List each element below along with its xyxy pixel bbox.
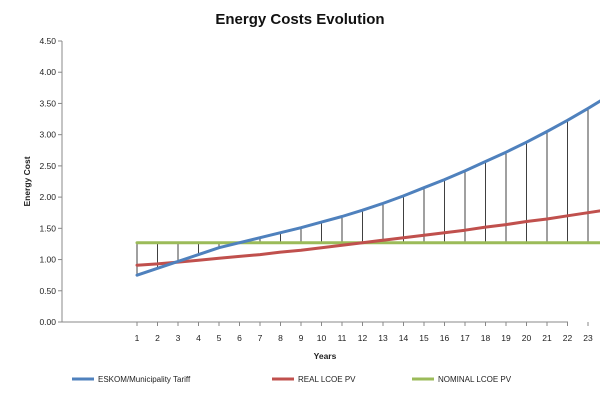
x-tick-label: 2 <box>155 333 160 343</box>
x-tick-label: 10 <box>317 333 327 343</box>
y-tick-label: 3.00 <box>39 130 56 140</box>
x-tick-label: 11 <box>338 333 347 343</box>
x-axis-ticks: 1234567891011121314151617181920212223242… <box>135 322 593 343</box>
y-tick-label: 4.50 <box>39 36 56 46</box>
x-tick-label: 22 <box>563 333 573 343</box>
x-tick-label: 18 <box>481 333 491 343</box>
x-tick-label: 12 <box>358 333 368 343</box>
y-axis-ticks: 0.00 0.50 1.00 1.50 2.00 2.50 3.00 3.50 4.00 4.50 <box>39 36 62 327</box>
x-tick-label: 19 <box>501 333 511 343</box>
y-tick-label: 4.00 <box>39 67 56 77</box>
x-tick-label: 13 <box>378 333 388 343</box>
x-tick-label: 14 <box>399 333 409 343</box>
y-tick-label: 2.00 <box>39 192 56 202</box>
x-tick-label: 16 <box>440 333 450 343</box>
y-axis-label: Energy Cost <box>22 156 32 206</box>
x-tick-label: 1 <box>135 333 140 343</box>
legend: ESKOM/Municipality Tariff REAL LCOE PV NOM… <box>72 375 512 384</box>
y-tick-label: 3.50 <box>39 98 56 108</box>
drop-lines <box>136 108 589 276</box>
y-tick-label: 2.50 <box>39 161 56 171</box>
y-tick-label: 1.00 <box>39 255 56 265</box>
series-lines <box>135 99 600 277</box>
legend-label: ESKOM/Municipality Tariff <box>98 375 191 384</box>
x-axis-label: Years <box>314 351 337 361</box>
x-tick-label: 21 <box>542 333 552 343</box>
x-tick-label: 9 <box>299 333 304 343</box>
x-tick-label: 8 <box>278 333 283 343</box>
y-tick-label: 0.00 <box>39 317 56 327</box>
x-tick-label: 15 <box>419 333 429 343</box>
y-tick-label: 0.50 <box>39 286 56 296</box>
x-tick-label: 6 <box>237 333 242 343</box>
x-tick-label: 5 <box>217 333 222 343</box>
x-tick-label: 3 <box>176 333 181 343</box>
x-tick-label: 20 <box>522 333 532 343</box>
x-tick-label: 7 <box>258 333 263 343</box>
legend-label: NOMINAL LCOE PV <box>438 375 512 384</box>
series-line-0 <box>135 99 600 277</box>
x-tick-label: 4 <box>196 333 201 343</box>
legend-label: REAL LCOE PV <box>298 375 356 384</box>
chart-title: Energy Costs Evolution <box>215 11 384 28</box>
y-tick-label: 1.50 <box>39 223 56 233</box>
series-line-1 <box>135 209 600 267</box>
x-tick-label: 23 <box>583 333 593 343</box>
x-tick-label: 17 <box>460 333 470 343</box>
